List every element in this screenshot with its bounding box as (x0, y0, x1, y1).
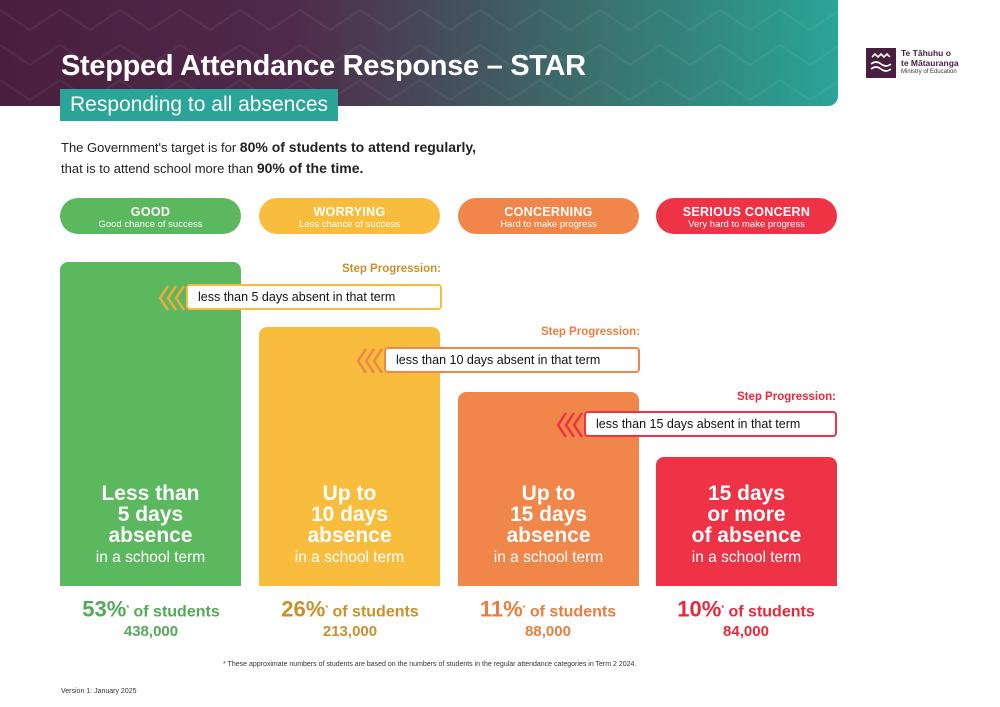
bar-label-line: Up to (521, 482, 576, 505)
bar-label-small: in a school term (691, 549, 802, 566)
chevrons-1-icon (158, 285, 186, 311)
intro-text: The Government's target is for 80% of st… (61, 137, 476, 179)
category-label: CONCERNING (504, 205, 593, 219)
ministry-logo: Te Tāhuhu o te Mātauranga Ministry of Ed… (866, 48, 986, 78)
step-label-2: Step Progression: (540, 326, 640, 338)
stat-count: 213,000 (322, 623, 378, 641)
category-pill-serious: SERIOUS CONCERN Very hard to make progre… (656, 198, 837, 234)
bar-good: Less than 5 days absence in a school ter… (60, 262, 241, 586)
page-subtitle: Responding to all absences (60, 89, 339, 121)
stat-serious: 10%* of students 84,000 (646, 598, 846, 641)
bar-label-line: absence (108, 524, 193, 547)
page-title: Stepped Attendance Response – STAR (61, 50, 586, 83)
step-box-1: less than 5 days absent in that term (186, 284, 442, 310)
bar-label-small: in a school term (95, 549, 206, 566)
stat-suffix: of students (129, 603, 220, 621)
stat-percent: 10% (677, 596, 722, 622)
stat-suffix: of students (525, 603, 617, 621)
stat-percent: 11% (479, 596, 523, 622)
step-box-3: less than 15 days absent in that term (584, 411, 837, 437)
bar-label-line: absence (307, 524, 392, 547)
category-pill-concerning: CONCERNING Hard to make progress (458, 198, 639, 234)
stat-percent: 53% (82, 596, 127, 622)
stat-concerning: 11%* of students 88,000 (448, 598, 648, 641)
intro-b1: 80% of students to attend regularly, (239, 139, 477, 155)
category-label: SERIOUS CONCERN (682, 205, 811, 219)
stat-count: 88,000 (525, 623, 571, 641)
bar-label-small: in a school term (493, 549, 604, 566)
stat-worrying: 26%* of students 213,000 (250, 598, 450, 641)
bar-label-line: 15 days (509, 503, 588, 526)
logo-line-1: Te Tāhuhu o (901, 48, 951, 58)
logo-line-2: te Mātauranga (901, 57, 959, 68)
category-subtitle: Less chance of success (299, 219, 400, 230)
bar-label-line: 15 days (707, 482, 786, 505)
bar-label-line: 5 days (117, 503, 184, 526)
stat-count: 84,000 (723, 623, 769, 641)
bar-label-line: or more (707, 503, 786, 526)
stat-percent: 26% (281, 596, 326, 622)
bar-serious: 15 days or more of absence in a school t… (656, 457, 837, 586)
logo-mark-icon (866, 48, 896, 78)
title-main: Stepped Attendance Response – (61, 50, 511, 82)
stat-suffix: of students (328, 603, 419, 621)
title-strong: STAR (510, 50, 586, 82)
category-subtitle: Very hard to make progress (688, 219, 805, 230)
stat-suffix: of students (724, 603, 815, 621)
footnote: * These approximate numbers of students … (223, 661, 637, 668)
category-label: WORRYING (313, 205, 386, 219)
category-pill-worrying: WORRYING Less chance of success (259, 198, 440, 234)
bar-label-line: absence (506, 524, 591, 547)
chevrons-2-icon (356, 348, 384, 374)
bar-label-line: 10 days (310, 503, 389, 526)
category-label: GOOD (130, 205, 171, 219)
category-subtitle: Hard to make progress (500, 219, 597, 230)
bar-label-line: Less than (101, 482, 200, 505)
step-label-1: Step Progression: (341, 263, 441, 275)
intro-p3: of the time. (284, 160, 364, 176)
step-box-2: less than 10 days absent in that term (384, 347, 640, 373)
category-subtitle: Good chance of success (98, 219, 203, 230)
version-label: Version 1: January 2025 (61, 688, 137, 695)
stat-count: 438,000 (123, 623, 179, 641)
intro-b2: 90% (256, 160, 285, 176)
bar-label-small: in a school term (294, 549, 405, 566)
bar-label-line: Up to (322, 482, 377, 505)
bar-label-line: of absence (691, 524, 802, 547)
category-pill-good: GOOD Good chance of success (60, 198, 241, 234)
intro-p2: that is to attend school more than (61, 161, 257, 176)
stat-good: 53%* of students 438,000 (51, 598, 251, 641)
intro-p1: The Government's target is for (61, 140, 240, 155)
step-label-3: Step Progression: (736, 391, 836, 403)
logo-line-3: Ministry of Education (901, 69, 957, 75)
chevrons-3-icon (556, 412, 584, 438)
